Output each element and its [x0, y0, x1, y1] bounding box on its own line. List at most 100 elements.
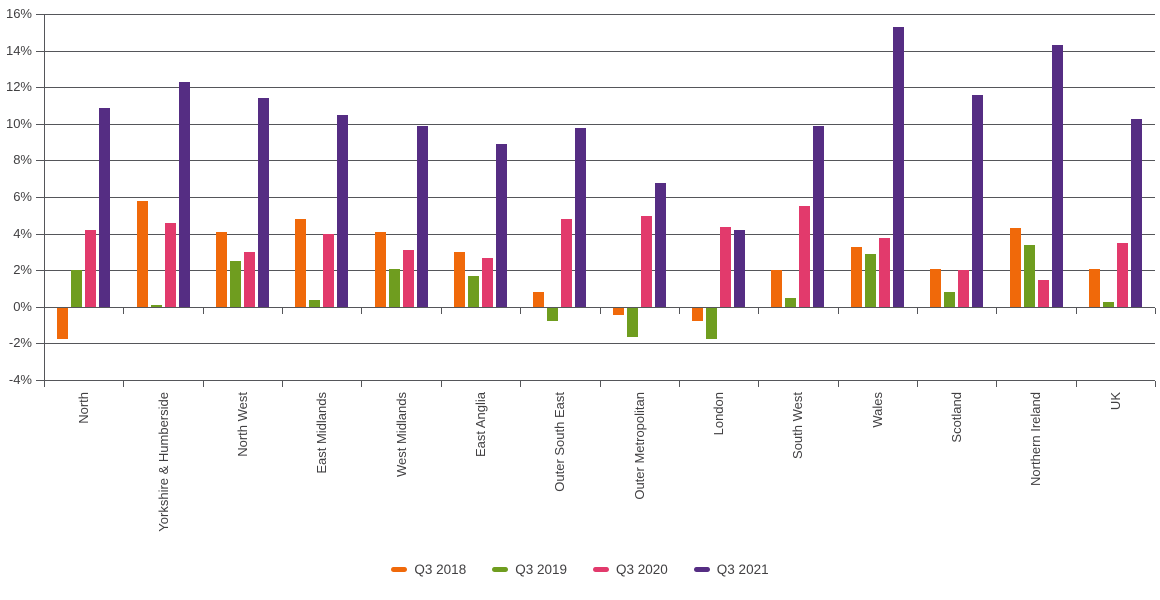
gridline [44, 307, 1155, 308]
legend-item: Q3 2020 [593, 562, 668, 577]
x-axis-tick [1155, 308, 1156, 314]
x-category-label-text: East Anglia [472, 392, 488, 458]
gridline [44, 380, 1155, 381]
x-axis-tick [838, 381, 839, 387]
y-axis-tick-label: 12% [5, 79, 32, 94]
x-axis-tick [996, 308, 997, 314]
bar [944, 292, 956, 307]
bar [734, 230, 745, 307]
bar [930, 268, 942, 307]
x-axis-tick [679, 381, 680, 387]
x-category-label: Wales [838, 392, 917, 428]
bar [416, 125, 428, 307]
legend-series-label: Q3 2019 [515, 562, 567, 577]
bar [972, 94, 984, 307]
x-category-label: London [679, 392, 758, 435]
x-category-label-text: UK [1107, 392, 1123, 411]
x-category-label: Northern Ireland [996, 392, 1075, 486]
legend-item: Q3 2018 [391, 562, 466, 577]
x-category-label-text: South West [790, 392, 806, 459]
x-axis-tick [917, 308, 918, 314]
x-axis-tick [123, 381, 124, 387]
x-axis-tick [758, 308, 759, 314]
x-category-label-text: Outer Metropolitan [631, 392, 647, 500]
y-axis-tick-label: 14% [5, 43, 32, 58]
x-axis-tick [838, 308, 839, 314]
x-category-label: West Midlands [361, 392, 440, 477]
x-category-label-text: North West [234, 392, 250, 457]
bar [692, 308, 703, 321]
legend-series-marker [391, 567, 408, 572]
bar [706, 308, 717, 340]
y-axis-tick [36, 234, 44, 235]
bar [309, 299, 321, 307]
x-axis-tick [758, 381, 759, 387]
bar [468, 275, 479, 307]
y-axis-tick [36, 307, 44, 308]
x-category-label-text: Northern Ireland [1028, 392, 1044, 486]
bar [850, 246, 862, 307]
x-axis-tick [1076, 308, 1077, 314]
y-axis-tick-label: 0% [13, 299, 32, 314]
bar [799, 206, 811, 307]
gridline [44, 51, 1155, 52]
bar [1009, 228, 1021, 307]
x-axis-tick [361, 308, 362, 314]
x-axis-tick [1155, 381, 1156, 387]
x-category-label: North West [203, 392, 282, 457]
legend-series-marker [492, 567, 509, 572]
bar [612, 308, 624, 316]
x-axis-tick [282, 308, 283, 314]
bar [1102, 301, 1114, 307]
y-axis-tick [36, 87, 44, 88]
y-axis-line [44, 14, 45, 381]
bar [1116, 242, 1128, 307]
bar [496, 144, 507, 307]
bar [813, 125, 825, 307]
legend-series-label: Q3 2021 [716, 562, 769, 577]
x-category-label: Yorkshire & Humberside [123, 392, 202, 532]
x-category-label-text: Outer South East [552, 392, 568, 492]
bar [547, 308, 559, 321]
y-axis-tick [36, 343, 44, 344]
bar [150, 305, 162, 307]
gridline [44, 160, 1155, 161]
x-axis-tick [600, 308, 601, 314]
x-axis-tick [282, 381, 283, 387]
y-axis-tick [36, 380, 44, 381]
legend-series-label: Q3 2020 [616, 562, 668, 577]
y-axis-tick-label: 4% [13, 226, 32, 241]
x-category-label-text: Scotland [949, 392, 965, 443]
x-axis-tick [600, 381, 601, 387]
x-category-label: North [44, 392, 123, 424]
bar [215, 232, 227, 307]
y-axis-tick [36, 51, 44, 52]
gridline [44, 14, 1155, 15]
bar [785, 297, 797, 308]
x-axis-tick [679, 308, 680, 314]
x-axis-tick [44, 381, 45, 387]
bar [136, 200, 148, 307]
x-category-label-text: West Midlands [393, 392, 409, 478]
y-axis-tick-label: 10% [5, 116, 32, 131]
bar [1130, 118, 1142, 307]
bar [164, 222, 176, 307]
bar [178, 81, 190, 307]
bar [626, 308, 638, 338]
y-axis-tick [36, 14, 44, 15]
bar [1037, 279, 1049, 308]
legend-item: Q3 2019 [492, 562, 567, 577]
x-axis-tick [361, 381, 362, 387]
x-axis-tick [1076, 381, 1077, 387]
x-axis-tick [441, 381, 442, 387]
bar [575, 127, 587, 307]
bar [295, 219, 307, 307]
x-category-label: UK [1076, 392, 1155, 410]
x-axis-tick [203, 381, 204, 387]
bar [720, 226, 731, 307]
x-category-label-text: London [711, 392, 727, 436]
y-axis-tick [36, 197, 44, 198]
x-category-label-text: North [76, 392, 92, 424]
bar [71, 270, 83, 307]
